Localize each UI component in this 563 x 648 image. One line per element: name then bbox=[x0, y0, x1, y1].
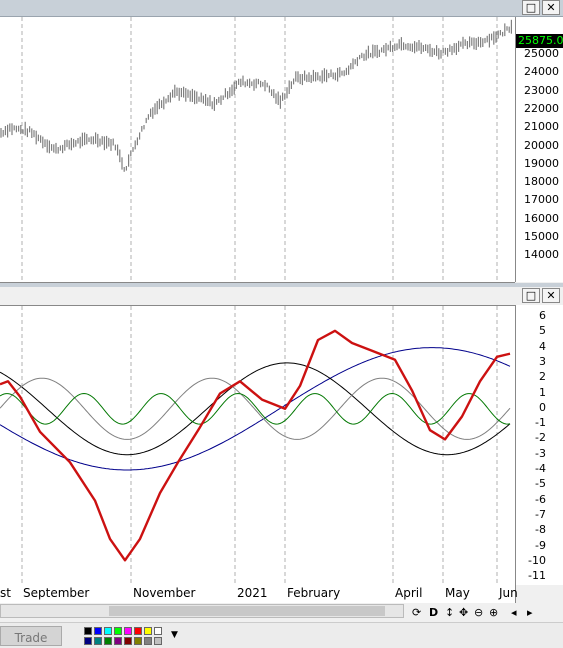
cycle-y-tick: -9 bbox=[535, 538, 546, 552]
cycle-y-tick: -3 bbox=[535, 446, 546, 460]
cycle-chart-pane[interactable] bbox=[0, 305, 515, 587]
zoom-out-icon[interactable]: ⊖ bbox=[474, 606, 484, 619]
cycle-chart bbox=[0, 306, 511, 586]
cycle-y-tick: -5 bbox=[535, 477, 546, 491]
palette-swatch[interactable] bbox=[84, 627, 92, 635]
zoom-in-icon[interactable]: ⊕ bbox=[489, 606, 499, 619]
x-axis-label: September bbox=[23, 586, 90, 600]
composite-cycle-line bbox=[0, 329, 511, 562]
cycle-y-tick: -7 bbox=[535, 507, 546, 521]
cycle-y-tick: 4 bbox=[539, 339, 546, 353]
price-y-tick: 21000 bbox=[524, 120, 559, 134]
x-axis-label: May bbox=[445, 586, 470, 600]
cycle-y-tick: -11 bbox=[528, 569, 546, 583]
palette-dropdown-icon[interactable]: ▼ bbox=[171, 630, 178, 640]
price-y-tick: 20000 bbox=[524, 138, 559, 152]
cycle-y-tick: 5 bbox=[539, 324, 546, 338]
cycle-y-axis: 6 5 4 3 2 1 0 -1 -2 -3 -4 -5 -6 -7 -8 -9 -10 -11 bbox=[515, 305, 563, 585]
cycle-pane-maximize-button[interactable]: □ bbox=[522, 288, 540, 303]
cycle-mid-line bbox=[0, 362, 511, 456]
palette-swatch[interactable] bbox=[144, 627, 152, 635]
cycle-y-tick: 0 bbox=[539, 400, 546, 414]
price-chart bbox=[0, 17, 512, 282]
pane-separator[interactable] bbox=[0, 283, 563, 287]
price-y-tick: 25000 bbox=[524, 47, 559, 60]
price-y-tick: 14000 bbox=[524, 248, 559, 262]
x-axis-label: February bbox=[287, 586, 341, 600]
palette-swatch[interactable] bbox=[104, 627, 112, 635]
scroll-left-icon[interactable]: ◂ bbox=[511, 606, 517, 619]
price-y-tick: 17000 bbox=[524, 193, 559, 207]
arrows-vertical-icon[interactable]: ↕ bbox=[445, 606, 455, 619]
palette-swatch[interactable] bbox=[134, 627, 142, 635]
palette-swatch[interactable] bbox=[84, 637, 92, 645]
cycle-pane-close-button[interactable]: ✕ bbox=[542, 288, 560, 303]
palette-swatch[interactable] bbox=[124, 627, 132, 635]
palette-swatch[interactable] bbox=[144, 637, 152, 645]
palette-swatch[interactable] bbox=[124, 637, 132, 645]
cycle-y-tick: 3 bbox=[539, 354, 546, 368]
price-y-axis: 25000 24000 23000 22000 21000 20000 19000 18000… bbox=[515, 17, 563, 282]
price-y-tick: 23000 bbox=[524, 83, 559, 97]
palette-swatch[interactable] bbox=[154, 637, 162, 645]
scroll-right-icon[interactable]: ▸ bbox=[527, 606, 533, 619]
cycle-y-tick: -4 bbox=[535, 462, 546, 475]
cycle-y-tick: -2 bbox=[535, 431, 546, 445]
daily-button[interactable]: D bbox=[429, 606, 439, 619]
x-axis-label: 2021 bbox=[237, 586, 268, 600]
palette-swatch[interactable] bbox=[154, 627, 162, 635]
cycle-short-line bbox=[0, 377, 511, 440]
cycle-shortest-line bbox=[0, 392, 511, 425]
x-axis-label: st bbox=[0, 586, 11, 600]
price-y-tick: 16000 bbox=[524, 211, 559, 225]
x-axis-label: Jun bbox=[499, 586, 518, 600]
arrows-cross-icon[interactable]: ✥ bbox=[459, 606, 469, 619]
cycle-y-tick: 2 bbox=[539, 370, 546, 384]
price-y-tick: 22000 bbox=[524, 101, 559, 115]
trade-button[interactable]: Trade bbox=[0, 626, 62, 646]
cycle-y-tick: -10 bbox=[528, 553, 546, 567]
cycle-y-tick: 1 bbox=[539, 385, 546, 399]
bottom-toolbar bbox=[0, 622, 563, 648]
cycle-long-line bbox=[0, 347, 511, 471]
price-chart-pane[interactable] bbox=[0, 17, 515, 283]
palette-swatch[interactable] bbox=[134, 637, 142, 645]
cycle-y-tick: 6 bbox=[539, 309, 546, 322]
x-axis: st September November 2021 February April May J… bbox=[0, 585, 518, 603]
x-axis-label: November bbox=[133, 586, 196, 600]
price-pane-maximize-button[interactable]: □ bbox=[522, 0, 540, 15]
price-y-tick: 15000 bbox=[524, 230, 559, 243]
x-axis-label: April bbox=[395, 586, 423, 600]
price-y-tick: 19000 bbox=[524, 156, 559, 170]
cycle-y-tick: -8 bbox=[535, 523, 546, 537]
cycle-y-tick: -6 bbox=[535, 492, 546, 506]
palette-swatch[interactable] bbox=[114, 627, 122, 635]
palette-swatch[interactable] bbox=[104, 637, 112, 645]
last-price-badge: 25875.00 bbox=[516, 34, 563, 48]
palette-swatch[interactable] bbox=[94, 637, 102, 645]
refresh-icon[interactable]: ⟳ bbox=[412, 606, 422, 619]
last-price-value: 25875.00 bbox=[518, 34, 563, 47]
price-y-tick: 18000 bbox=[524, 175, 559, 189]
horizontal-scrollbar[interactable] bbox=[0, 604, 404, 618]
price-pane-close-button[interactable]: ✕ bbox=[542, 0, 560, 15]
trade-button-label: Trade bbox=[14, 631, 48, 645]
color-palette[interactable] bbox=[84, 626, 168, 646]
price-pane-titlebar bbox=[0, 0, 563, 17]
price-y-tick: 24000 bbox=[524, 65, 559, 79]
scrollbar-thumb[interactable] bbox=[109, 606, 385, 616]
palette-swatch[interactable] bbox=[94, 627, 102, 635]
palette-swatch[interactable] bbox=[114, 637, 122, 645]
cycle-y-tick: -1 bbox=[535, 416, 546, 430]
